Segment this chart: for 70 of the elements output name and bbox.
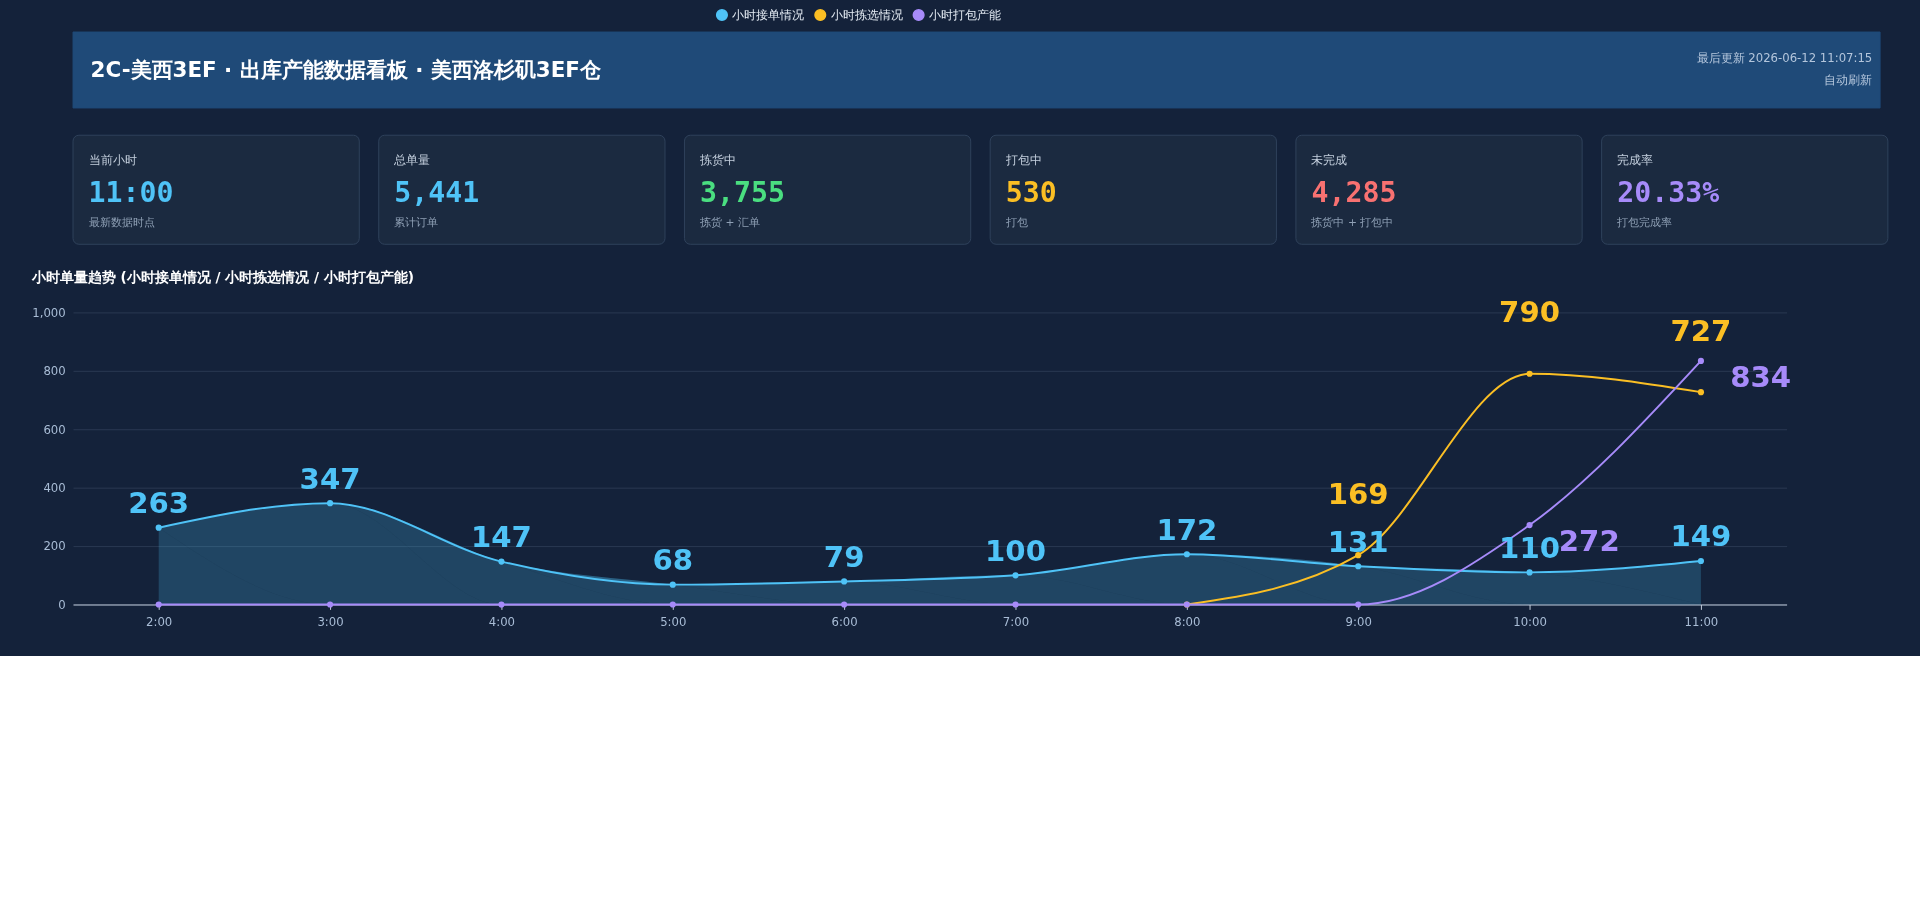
x-tick-label: 6:00	[831, 615, 858, 630]
x-tick-label: 5:00	[660, 615, 687, 630]
y-tick-label: 200	[43, 539, 66, 554]
text: 拣货中	[699, 153, 737, 168]
x-tick-label: 10:00	[1513, 615, 1547, 630]
data-label: 149	[1670, 519, 1732, 554]
x-tick-label: 2:00	[146, 615, 173, 630]
data-label: 100	[985, 533, 1046, 568]
legend-label: 小时接单情况	[732, 7, 805, 22]
x-tick-label: 9:00	[1345, 615, 1372, 630]
point	[1697, 357, 1705, 364]
text: 5,441	[394, 176, 480, 210]
y-tick-label: 0	[58, 597, 66, 612]
y-tick-label: 400	[43, 481, 66, 496]
data-label: 110	[1499, 530, 1561, 565]
text: 3,755	[700, 176, 785, 210]
data-label: 263	[128, 486, 190, 521]
point	[841, 578, 848, 585]
point	[326, 601, 334, 608]
data-label: 272	[1558, 524, 1620, 559]
text: 打包中	[1004, 153, 1042, 168]
point	[1355, 563, 1362, 570]
x-tick-label: 3:00	[317, 615, 344, 630]
point	[155, 524, 162, 531]
point	[1012, 572, 1019, 579]
text: 总单量	[393, 153, 431, 168]
y-tick-label: 800	[43, 364, 66, 379]
text: 530	[1005, 176, 1057, 210]
text: 完成率	[1617, 153, 1654, 168]
x-tick-label: 8:00	[1174, 615, 1201, 630]
text: 2C-美西3EF · 出库产能数据看板 · 美西洛杉矶3EF仓	[90, 56, 602, 82]
data-label: 790	[1499, 295, 1561, 330]
text: 20.33%	[1617, 176, 1720, 210]
data-label: 347	[299, 461, 361, 496]
data-label: 727	[1670, 313, 1732, 348]
chart-title: 小时单量趋势 (小时接单情况 / 小时拣选情况 / 小时打包产能)	[30, 269, 414, 286]
text: 最新数据时点	[88, 215, 155, 229]
data-label: 147	[470, 519, 532, 554]
point	[1526, 370, 1533, 377]
point	[1697, 389, 1705, 396]
text: 4,285	[1311, 176, 1397, 210]
point	[669, 581, 676, 588]
text: 拣货 + 汇单	[699, 215, 760, 229]
text: 自动刷新	[1824, 72, 1873, 87]
point	[1526, 521, 1533, 529]
text: 拣货中 + 打包中	[1310, 215, 1394, 229]
text: 11:00	[88, 176, 174, 210]
text: 最后更新 2026-06-12 11:07:15	[1696, 51, 1873, 66]
text: 累计订单	[394, 215, 439, 229]
point	[498, 558, 505, 565]
point	[1697, 557, 1705, 565]
data-label: 834	[1730, 360, 1792, 395]
x-tick-label: 4:00	[488, 615, 516, 630]
data-label: 68	[652, 543, 694, 578]
point	[1526, 569, 1533, 576]
text: 未完成	[1311, 153, 1348, 168]
y-tick-label: 600	[43, 422, 66, 437]
point	[1183, 551, 1190, 558]
data-label: 79	[823, 539, 865, 574]
x-tick-label: 11:00	[1684, 615, 1719, 630]
point	[326, 500, 334, 507]
x-tick-label: 7:00	[1002, 615, 1030, 630]
data-label: 169	[1327, 476, 1389, 511]
text: 当前小时	[88, 153, 137, 168]
legend-label: 小时打包产能	[928, 7, 1001, 22]
data-label: 172	[1156, 512, 1218, 547]
legend-label: 小时拣选情况	[830, 7, 903, 22]
text: 打包	[1004, 215, 1028, 229]
text: 打包完成率	[1616, 215, 1673, 229]
y-tick-label: 1,000	[32, 305, 66, 320]
